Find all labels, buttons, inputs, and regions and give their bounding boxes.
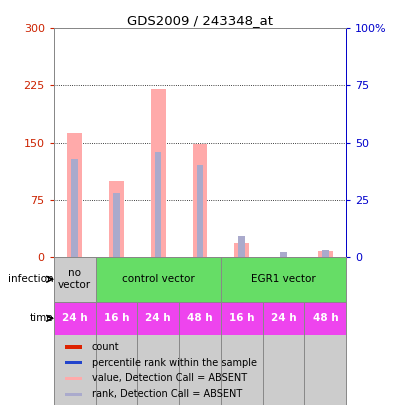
Bar (65, 392, 82, 396)
Text: EGR1 vector: EGR1 vector (251, 274, 316, 284)
Bar (65, 361, 82, 364)
Text: 16 h: 16 h (103, 313, 129, 323)
Text: 24 h: 24 h (271, 313, 297, 323)
Bar (137, 257, 179, 405)
Text: value, Detection Call = ABSENT: value, Detection Call = ABSENT (92, 373, 247, 384)
Bar (54, 302, 96, 335)
Bar (113, 193, 120, 257)
Bar (221, 302, 263, 335)
Bar (263, 302, 304, 335)
Bar (322, 250, 329, 257)
Bar (155, 151, 162, 257)
Bar (109, 181, 124, 257)
Bar (193, 144, 207, 257)
Text: 16 h: 16 h (229, 313, 255, 323)
Text: time: time (30, 313, 54, 323)
Bar (65, 345, 82, 349)
Text: 48 h: 48 h (312, 313, 338, 323)
Bar (263, 257, 304, 405)
Bar (151, 89, 166, 257)
Text: infection: infection (8, 274, 54, 284)
Bar (221, 257, 263, 405)
Bar (318, 251, 333, 257)
Text: no
vector: no vector (58, 269, 91, 290)
Text: 48 h: 48 h (187, 313, 213, 323)
Bar (54, 257, 96, 405)
Title: GDS2009 / 243348_at: GDS2009 / 243348_at (127, 14, 273, 27)
Bar (96, 257, 221, 302)
Bar (280, 252, 287, 257)
Text: 24 h: 24 h (145, 313, 171, 323)
Bar (221, 257, 346, 302)
Bar (234, 243, 249, 257)
Bar (304, 302, 346, 335)
Bar (54, 257, 96, 302)
Text: rank, Detection Call = ABSENT: rank, Detection Call = ABSENT (92, 389, 242, 399)
Bar (96, 257, 137, 405)
Bar (304, 257, 346, 405)
Text: percentile rank within the sample: percentile rank within the sample (92, 358, 257, 368)
Bar (179, 302, 221, 335)
Bar (197, 165, 203, 257)
Bar (67, 133, 82, 257)
Bar (65, 377, 82, 380)
Text: 24 h: 24 h (62, 313, 88, 323)
Text: count: count (92, 342, 119, 352)
Bar (179, 257, 221, 405)
Bar (96, 302, 137, 335)
Text: control vector: control vector (122, 274, 195, 284)
Bar (238, 236, 245, 257)
Bar (137, 302, 179, 335)
Bar (71, 158, 78, 257)
